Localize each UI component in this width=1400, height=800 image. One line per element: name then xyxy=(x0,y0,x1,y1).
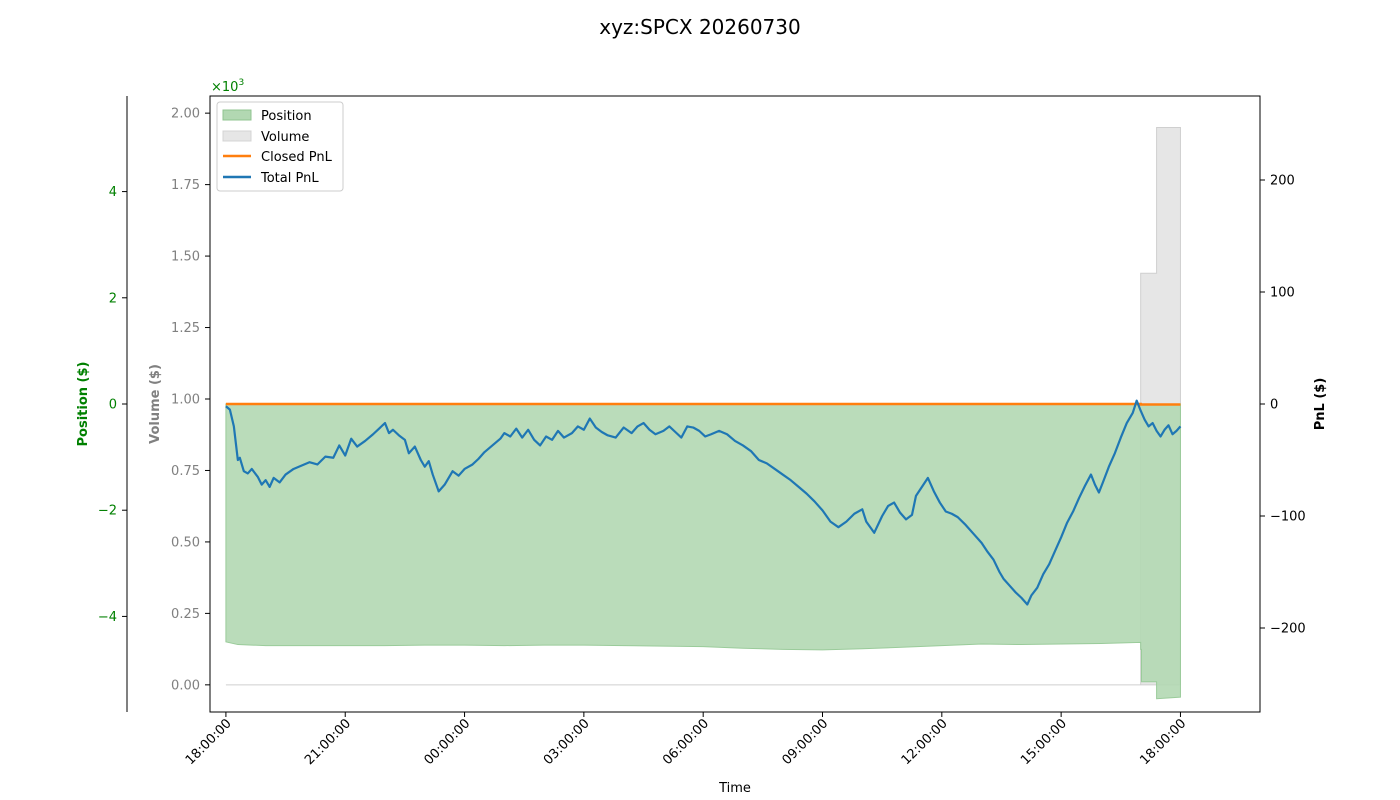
x-tick-label: 21:00:00 xyxy=(302,716,354,768)
series-position-area xyxy=(225,403,1181,700)
legend-label-volume: Volume xyxy=(261,130,309,145)
volume-tick-label: 0.00 xyxy=(171,678,200,693)
position-tick-label: 2 xyxy=(109,291,117,306)
pnl-tick-label: 200 xyxy=(1270,174,1295,189)
x-tick-label: 03:00:00 xyxy=(541,716,593,768)
pnl-tick-label: −100 xyxy=(1270,510,1306,525)
x-tick-label: 09:00:00 xyxy=(779,716,831,768)
position-axis: ×103 Position ($) 4 2 0 −2 −4 xyxy=(76,78,244,712)
series-layer xyxy=(225,126,1182,700)
position-tick-label: −4 xyxy=(98,610,117,625)
position-axis-scale-base: ×10 xyxy=(211,80,238,95)
position-axis-scale-label: ×103 xyxy=(211,78,244,95)
position-tick-label: −2 xyxy=(98,504,117,519)
series-total-pnl-line xyxy=(225,399,1182,606)
volume-tick-label: 1.50 xyxy=(171,250,200,265)
pnl-tick-label: 100 xyxy=(1270,286,1295,301)
x-tick-label: 06:00:00 xyxy=(660,716,712,768)
position-axis-scale-exp: 3 xyxy=(238,78,244,88)
volume-tick-label: 0.25 xyxy=(171,607,200,622)
volume-tick-label: 1.75 xyxy=(171,178,200,193)
volume-axis-label: Volume ($) xyxy=(148,364,163,444)
pnl-tick-label: 0 xyxy=(1270,398,1278,413)
volume-axis: Volume ($) 0.00 0.25 0.50 0.75 1.00 1.25 1.50 1… xyxy=(148,107,210,693)
position-tick-label: 4 xyxy=(109,185,117,200)
series-closed-pnl-line xyxy=(225,402,1181,406)
pnl-axis: PnL ($) 200 100 0 −100 −200 xyxy=(1260,174,1328,637)
x-tick-label: 00:00:00 xyxy=(421,716,473,768)
legend-swatch-volume xyxy=(222,130,252,142)
legend-label-closed-pnl: Closed PnL xyxy=(261,150,333,165)
x-tick-label: 18:00:00 xyxy=(1137,716,1189,768)
legend-swatch-position xyxy=(222,109,252,121)
x-axis: Time 18:00:00 21:00:00 00:00:00 03:00:00 06:… xyxy=(183,712,1189,796)
position-tick-label: 0 xyxy=(109,398,117,413)
position-axis-label: Position ($) xyxy=(76,362,91,447)
legend-frame xyxy=(216,101,344,192)
volume-tick-label: 0.75 xyxy=(171,464,200,479)
volume-tick-label: 2.00 xyxy=(171,107,200,122)
x-tick-label: 12:00:00 xyxy=(899,716,951,768)
x-tick-label: 18:00:00 xyxy=(183,716,235,768)
chart-title: xyz:SPCX 20260730 xyxy=(599,15,800,39)
x-axis-label: Time xyxy=(718,781,751,796)
volume-tick-label: 1.00 xyxy=(171,392,200,407)
pnl-axis-label: PnL ($) xyxy=(1313,378,1328,431)
pnl-tick-label: −200 xyxy=(1270,622,1306,637)
legend: Position Volume Closed PnL Total PnL xyxy=(216,101,344,192)
x-tick-label: 15:00:00 xyxy=(1018,716,1070,768)
legend-label-position: Position xyxy=(261,109,312,124)
legend-label-total-pnl: Total PnL xyxy=(260,171,319,186)
volume-tick-label: 1.25 xyxy=(171,321,200,336)
volume-tick-label: 0.50 xyxy=(171,535,200,550)
